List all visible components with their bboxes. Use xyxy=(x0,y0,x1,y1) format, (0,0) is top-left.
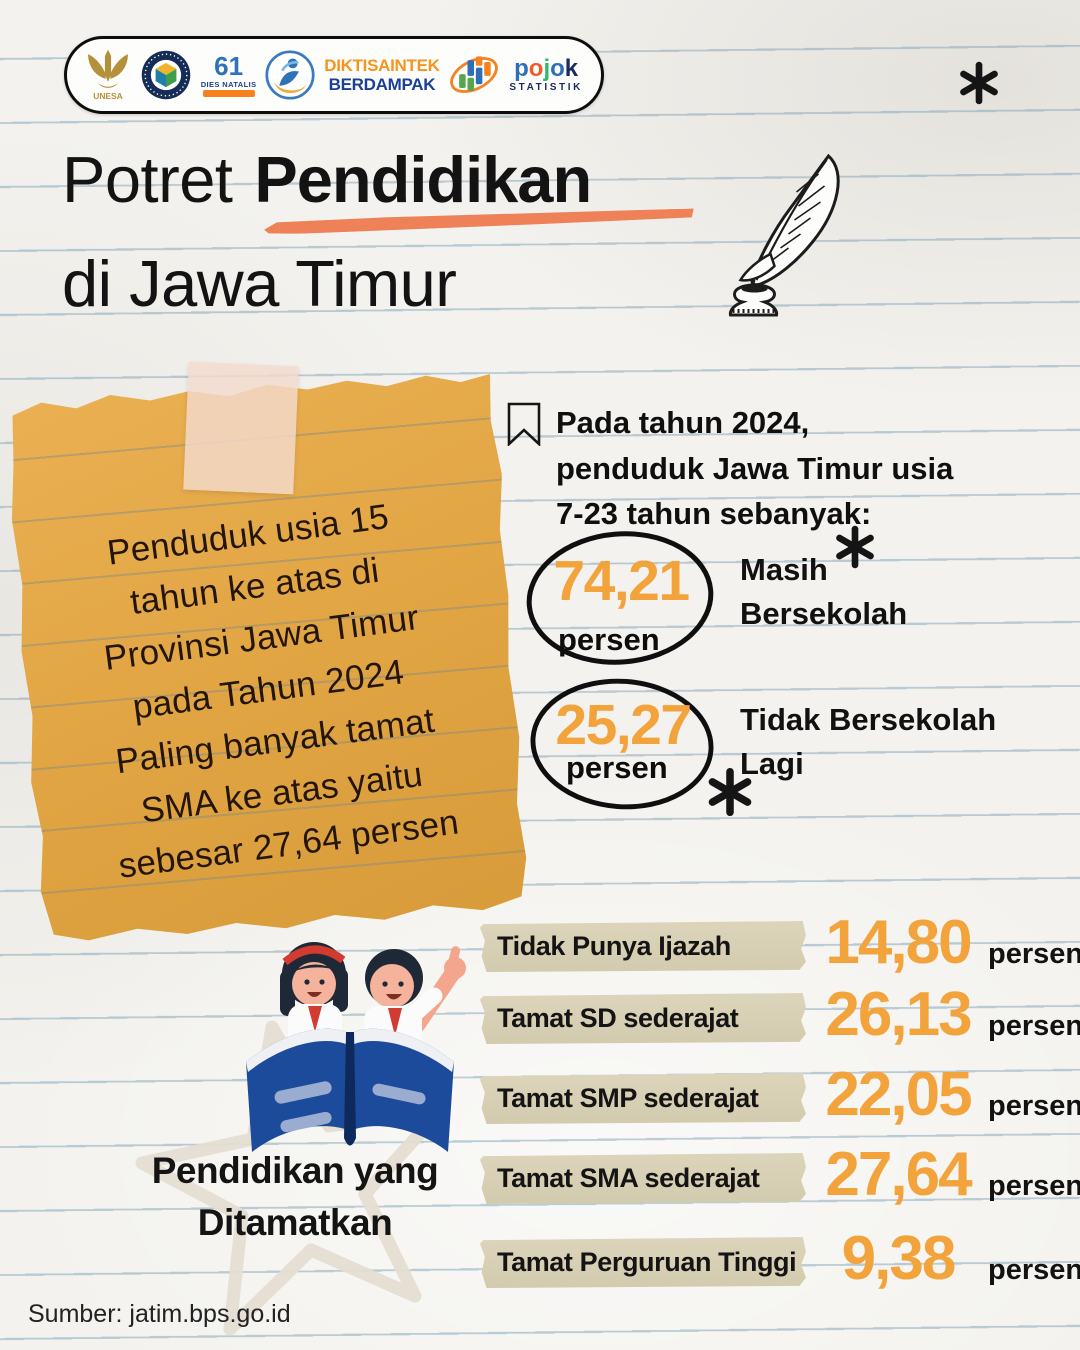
page-title-line2: di Jawa Timur xyxy=(62,247,457,320)
education-row: Tamat SMA sederajat 27,64 persen xyxy=(480,1142,1080,1216)
diktisaintek-wordmark: DIKTISAINTEK BERDAMPAK xyxy=(324,56,440,94)
education-row-unit: persen xyxy=(988,1170,1080,1202)
pojok-letter: k xyxy=(564,55,579,82)
unesa-label: UNESA xyxy=(93,91,122,101)
education-row-label: Tidak Punya Ijazah xyxy=(480,921,806,972)
pojok-letter: o xyxy=(528,55,544,82)
diktisaintek-icon xyxy=(265,50,315,100)
education-row-label: Tamat Perguruan Tinggi xyxy=(480,1237,806,1288)
asterisk-icon xyxy=(836,525,874,569)
statistik-label: STATISTIK xyxy=(509,82,583,93)
stat-value: 74,21 xyxy=(553,549,690,613)
education-row-number: 14,80 xyxy=(825,908,972,977)
diktisaintek-mark-logo xyxy=(265,50,315,100)
pojok-statistik-logo: pojok STATISTIK xyxy=(509,57,583,93)
stat-label: Tidak Bersekolah Lagi xyxy=(740,702,997,782)
section-heading-line1: Pendidikan yang xyxy=(151,1150,439,1191)
education-row-unit: persen xyxy=(988,1010,1080,1042)
unesa-logo: UNESA xyxy=(85,46,131,104)
kraft-note-text: Penduduk usia 15 tahun ke atas di Provin… xyxy=(17,480,521,901)
education-row-label: Tamat SD sederajat xyxy=(480,993,806,1044)
bps-icon xyxy=(450,56,499,93)
dies-number: 61 xyxy=(214,50,244,81)
education-row-number: 22,05 xyxy=(825,1060,972,1129)
education-row-value: 27,64 persen xyxy=(812,1142,1080,1207)
education-row-label: Tamat SMP sederajat xyxy=(480,1073,806,1124)
title-word-bold: Pendidikan xyxy=(254,143,592,216)
hand-drawn-circle xyxy=(530,678,714,810)
dies-banner xyxy=(202,90,255,98)
intro-text: Pada tahun 2024, penduduk Jawa Timur usi… xyxy=(556,405,962,532)
children-reading-illustration xyxy=(246,942,466,1152)
education-row-unit: persen xyxy=(988,1254,1080,1286)
stat-label: Masih Bersekolah xyxy=(740,552,908,632)
diktisaintek-line2: BERDAMPAK xyxy=(328,75,436,94)
education-row-unit: persen xyxy=(988,938,1080,970)
bps-logo xyxy=(448,49,500,101)
quill-ink-illustration xyxy=(728,153,840,317)
education-row-value: 14,80 persen xyxy=(812,910,1080,975)
education-row-label: Tamat SMA sederajat xyxy=(480,1153,806,1204)
pojok-wordmark: pojok xyxy=(514,57,578,81)
education-row: Tidak Punya Ijazah 14,80 persen xyxy=(480,910,1080,984)
education-row-unit: persen xyxy=(988,1090,1080,1122)
education-row: Tamat Perguruan Tinggi 9,38 persen xyxy=(480,1226,1080,1300)
bookmark-icon xyxy=(507,402,541,446)
education-row-number: 9,38 xyxy=(841,1224,957,1293)
source-attribution: Sumber: jatim.bps.go.id xyxy=(28,1300,291,1328)
stat-unit: persen xyxy=(566,750,668,785)
pojok-letter: o xyxy=(550,55,565,82)
stat-value: 25,27 xyxy=(555,693,692,757)
dies-label: DIES NATALIS xyxy=(200,79,257,89)
title-word-regular: Potret xyxy=(62,143,233,216)
hand-drawn-circle xyxy=(526,531,714,665)
asterisk-icon xyxy=(960,61,998,105)
education-row: Tamat SMP sederajat 22,05 persen xyxy=(480,1062,1080,1136)
section-heading-line2: Ditamatkan xyxy=(197,1202,393,1243)
education-row-number: 26,13 xyxy=(825,980,972,1049)
badge-icon xyxy=(141,50,191,100)
pojok-letter: j xyxy=(543,55,551,82)
washi-tape xyxy=(183,361,299,495)
unesa-emblem-icon: UNESA xyxy=(88,49,128,101)
education-row-value: 22,05 persen xyxy=(812,1062,1080,1127)
stat-unit: persen xyxy=(558,622,660,657)
dies-natalis-logo: 61 DIES NATALIS xyxy=(201,53,257,98)
education-row-value: 26,13 persen xyxy=(812,982,1080,1047)
diktisaintek-line1: DIKTISAINTEK xyxy=(324,56,440,75)
asterisk-icon xyxy=(708,767,752,817)
study-program-badge-logo xyxy=(140,49,192,101)
page-title-line1: Potret Pendidikan xyxy=(62,143,592,216)
education-row: Tamat SD sederajat 26,13 persen xyxy=(480,982,1080,1056)
education-row-value: 9,38 persen xyxy=(812,1226,1080,1291)
education-row-number: 27,64 xyxy=(825,1140,972,1209)
logo-bar: UNESA 61 DIES NATALIS xyxy=(64,36,604,114)
pojok-letter: p xyxy=(514,55,529,82)
